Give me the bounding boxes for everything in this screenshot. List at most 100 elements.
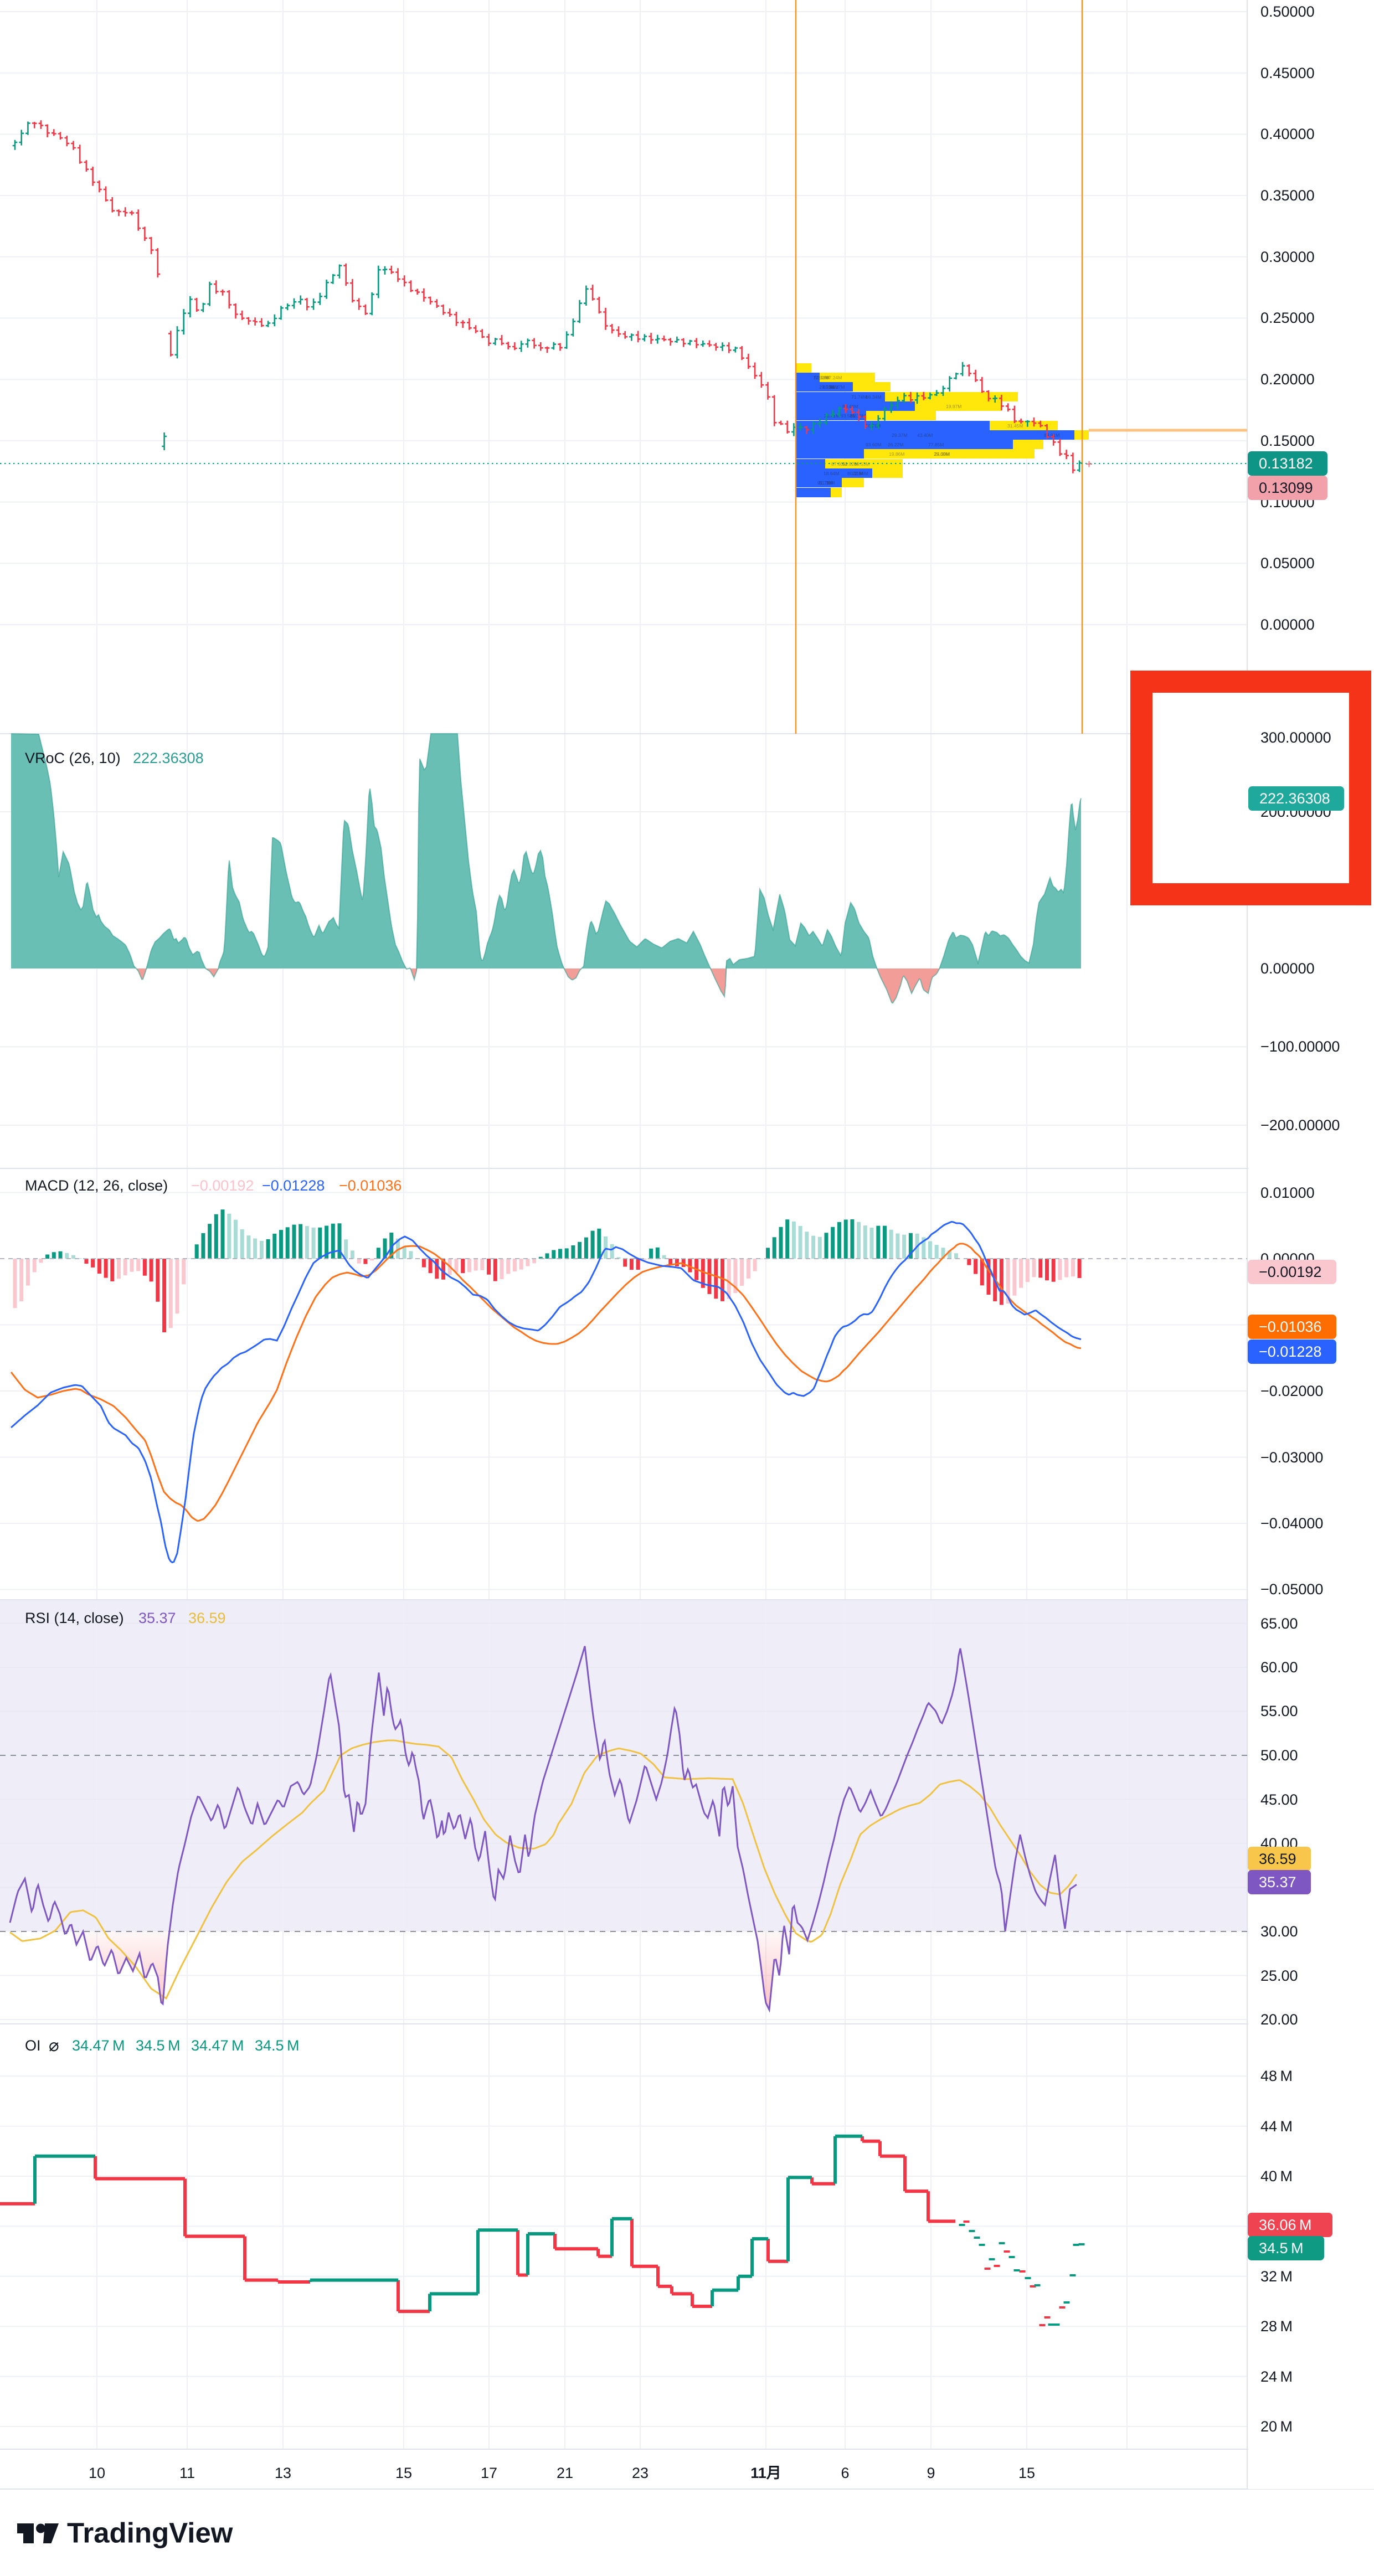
svg-text:29.70M: 29.70M	[819, 384, 835, 390]
svg-text:0.15000: 0.15000	[1260, 432, 1315, 449]
svg-text:50.00: 50.00	[1260, 1747, 1298, 1764]
svg-text:34.5 M: 34.5 M	[1259, 2240, 1303, 2256]
svg-text:222.36308: 222.36308	[1259, 790, 1330, 807]
svg-text:0.50000: 0.50000	[1260, 3, 1315, 20]
svg-text:34.5 M: 34.5 M	[136, 2037, 180, 2054]
svg-text:10: 10	[89, 2465, 105, 2481]
svg-text:⌀: ⌀	[49, 2036, 59, 2055]
svg-text:91.79M: 91.79M	[817, 480, 833, 486]
svg-text:48 M: 48 M	[1260, 2068, 1293, 2084]
svg-text:81.33M: 81.33M	[850, 413, 866, 419]
svg-text:0.45000: 0.45000	[1260, 65, 1315, 81]
svg-text:64.53M: 64.53M	[854, 461, 869, 467]
svg-text:−0.00192: −0.00192	[1259, 1264, 1321, 1280]
svg-text:−0.05000: −0.05000	[1260, 1581, 1323, 1598]
svg-text:20.00: 20.00	[1260, 2011, 1298, 2028]
svg-text:34.5 M: 34.5 M	[255, 2037, 299, 2054]
svg-text:18.64M: 18.64M	[824, 471, 839, 476]
svg-text:0.35000: 0.35000	[1260, 187, 1315, 204]
svg-text:65.00: 65.00	[1260, 1615, 1298, 1632]
svg-text:24 M: 24 M	[1260, 2368, 1293, 2385]
svg-text:93.60M: 93.60M	[866, 442, 881, 447]
svg-text:40 M: 40 M	[1260, 2168, 1293, 2185]
svg-text:−0.00192: −0.00192	[191, 1177, 254, 1194]
svg-text:−0.03000: −0.03000	[1260, 1449, 1323, 1466]
svg-text:0.30000: 0.30000	[1260, 249, 1315, 265]
svg-text:52.18M: 52.18M	[814, 375, 830, 380]
svg-text:51.39M: 51.39M	[819, 480, 835, 486]
svg-text:−0.01228: −0.01228	[262, 1177, 325, 1194]
svg-text:0.00000: 0.00000	[1260, 616, 1315, 633]
svg-text:17: 17	[481, 2465, 497, 2481]
svg-text:60.00: 60.00	[1260, 1659, 1298, 1676]
svg-text:11: 11	[179, 2465, 195, 2481]
svg-text:36.59: 36.59	[1259, 1851, 1296, 1867]
svg-text:45.00: 45.00	[1260, 1791, 1298, 1808]
svg-text:0.01000: 0.01000	[1260, 1184, 1315, 1201]
svg-text:−0.02000: −0.02000	[1260, 1383, 1323, 1399]
svg-text:44 M: 44 M	[1260, 2118, 1293, 2135]
svg-text:30.00: 30.00	[1260, 1923, 1298, 1940]
svg-text:MACD (12, 26, close): MACD (12, 26, close)	[25, 1177, 168, 1194]
svg-text:−0.01228: −0.01228	[1259, 1343, 1321, 1360]
svg-text:13: 13	[275, 2465, 291, 2481]
svg-text:222.36308: 222.36308	[133, 750, 204, 766]
svg-text:87.60M: 87.60M	[831, 461, 847, 467]
svg-text:29.37M: 29.37M	[892, 432, 907, 438]
svg-text:83.91M: 83.91M	[1044, 432, 1059, 438]
svg-text:77.93M: 77.93M	[813, 375, 828, 380]
svg-text:300.00000: 300.00000	[1260, 729, 1331, 746]
svg-text:24.30M: 24.30M	[934, 451, 950, 457]
svg-text:25.69M: 25.69M	[934, 451, 949, 457]
svg-text:25.00: 25.00	[1260, 1967, 1298, 1984]
svg-text:19.97M: 19.97M	[946, 404, 961, 409]
svg-text:31.45M: 31.45M	[1007, 423, 1023, 429]
svg-text:0.40000: 0.40000	[1260, 126, 1315, 142]
svg-text:−200.00000: −200.00000	[1260, 1117, 1340, 1134]
svg-text:15: 15	[1018, 2465, 1035, 2481]
svg-text:0.25000: 0.25000	[1260, 310, 1315, 326]
svg-text:36.59: 36.59	[188, 1610, 226, 1626]
svg-text:−0.01036: −0.01036	[339, 1177, 402, 1194]
svg-text:26.22M: 26.22M	[888, 442, 903, 447]
svg-text:19.86M: 19.86M	[889, 451, 904, 457]
svg-text:28 M: 28 M	[1260, 2318, 1293, 2335]
svg-text:80.31M: 80.31M	[847, 471, 863, 476]
svg-text:0.13182: 0.13182	[1259, 455, 1313, 472]
svg-text:15: 15	[395, 2465, 412, 2481]
svg-text:11月: 11月	[750, 2465, 781, 2481]
svg-text:43.40M: 43.40M	[917, 432, 933, 438]
svg-text:VRoC (26, 10): VRoC (26, 10)	[25, 750, 121, 766]
svg-text:0.00000: 0.00000	[1260, 960, 1315, 977]
svg-text:6: 6	[841, 2465, 849, 2481]
svg-text:36.06 M: 36.06 M	[1259, 2217, 1311, 2233]
svg-text:0.13099: 0.13099	[1259, 480, 1313, 496]
svg-text:RSI (14, close): RSI (14, close)	[25, 1610, 124, 1626]
svg-text:85.65M: 85.65M	[823, 384, 838, 390]
svg-text:TradingView: TradingView	[67, 2517, 233, 2548]
svg-text:23: 23	[632, 2465, 649, 2481]
svg-text:58.17M: 58.17M	[829, 384, 845, 390]
svg-text:OI: OI	[25, 2037, 41, 2054]
svg-text:88.48M: 88.48M	[842, 404, 858, 409]
svg-text:55.00: 55.00	[1260, 1703, 1298, 1719]
svg-text:0.05000: 0.05000	[1260, 555, 1315, 571]
svg-text:71.74M: 71.74M	[851, 394, 867, 400]
svg-text:22.86M: 22.86M	[852, 471, 868, 476]
svg-text:67.24M: 67.24M	[826, 375, 842, 380]
svg-text:−0.01036: −0.01036	[1259, 1318, 1321, 1335]
svg-text:34.47 M: 34.47 M	[72, 2037, 125, 2054]
svg-text:53.82M: 53.82M	[842, 461, 858, 467]
svg-text:34.47 M: 34.47 M	[191, 2037, 244, 2054]
svg-text:−0.04000: −0.04000	[1260, 1515, 1323, 1532]
svg-text:−100.00000: −100.00000	[1260, 1038, 1340, 1055]
svg-text:93.58M: 93.58M	[841, 413, 856, 419]
svg-text:0.20000: 0.20000	[1260, 371, 1315, 388]
svg-text:77.85M: 77.85M	[928, 442, 944, 447]
svg-text:35.37: 35.37	[138, 1610, 176, 1626]
svg-text:66.34M: 66.34M	[866, 394, 881, 400]
svg-text:26.41M: 26.41M	[824, 413, 840, 419]
svg-text:21: 21	[557, 2465, 573, 2481]
svg-text:35.37: 35.37	[1259, 1874, 1296, 1890]
svg-text:32 M: 32 M	[1260, 2268, 1293, 2285]
